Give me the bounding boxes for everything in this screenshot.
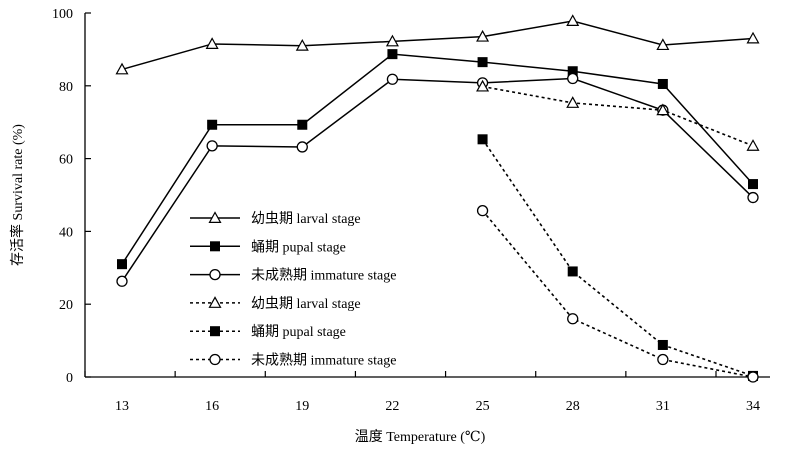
legend-label: 蛹期 pupal stage: [251, 239, 346, 255]
legend-label: 幼虫期 larval stage: [251, 211, 361, 227]
series-3: [116, 72, 759, 287]
data-point: [566, 96, 580, 108]
axes: 0 20 40 60 80 100 13 16 19 22 25 28 31 34: [52, 7, 770, 414]
data-point: [385, 34, 399, 47]
data-point: [746, 139, 760, 151]
data-point: [567, 66, 578, 77]
x-tick-label: 22: [385, 399, 399, 414]
data-point: [657, 78, 668, 89]
x-tick-label: 19: [295, 399, 309, 414]
data-point: [656, 103, 670, 116]
data-point: [476, 79, 490, 92]
series-line: [481, 210, 754, 378]
data-point: [117, 259, 127, 270]
data-point: [386, 73, 399, 85]
series-2: [117, 49, 758, 270]
data-point: [205, 37, 219, 49]
y-axis-label: 存活率 Survival rate (%): [9, 124, 26, 266]
data-point: [116, 275, 128, 287]
legend-marker: [209, 268, 221, 281]
data-point: [657, 353, 669, 366]
data-point: [567, 72, 579, 85]
y-tick-label: 60: [59, 153, 73, 168]
series-line: [481, 138, 754, 377]
x-axis-label: 温度 Temperature (℃): [355, 429, 486, 445]
legend-label: 未成熟期 immature stage: [251, 268, 396, 284]
legend: 幼虫期 larval stage 蛹期 pupal stage 未成熟期 immat…: [190, 211, 396, 369]
series-line: [482, 85, 754, 147]
data-point: [747, 371, 759, 383]
legend-entry: 未成熟期 immature stage: [190, 268, 396, 284]
legend-label: 未成熟期 immature stage: [251, 353, 396, 369]
series-6: [476, 205, 759, 383]
legend-marker: [210, 326, 220, 337]
data-point: [295, 39, 309, 51]
series-1: [115, 14, 760, 75]
legend-marker: [210, 241, 220, 252]
x-tick-label: 16: [205, 399, 219, 414]
data-point: [296, 141, 308, 153]
data-point: [746, 31, 760, 44]
x-tick-label: 34: [746, 399, 760, 414]
y-tick-label: 0: [66, 371, 73, 386]
legend-marker: [208, 211, 222, 223]
data-point: [747, 191, 759, 204]
data-point: [566, 14, 580, 27]
series-4: [476, 79, 760, 151]
data-point: [477, 134, 488, 145]
data-point: [567, 313, 579, 325]
legend-label: 蛹期 pupal stage: [251, 324, 346, 340]
legend-marker: [208, 296, 222, 308]
data-point: [206, 140, 218, 152]
legend-marker: [209, 353, 221, 366]
x-tick-label: 13: [115, 399, 129, 414]
data-point: [115, 62, 129, 75]
data-point: [657, 339, 668, 350]
legend-entry: 蛹期 pupal stage: [190, 324, 346, 340]
legend-entry: 未成熟期 immature stage: [190, 353, 396, 369]
legend-label: 幼虫期 larval stage: [251, 296, 361, 312]
series-line: [121, 77, 754, 282]
series-5: [477, 134, 758, 381]
data-point: [748, 179, 758, 190]
data-point: [476, 29, 490, 42]
y-tick-label: 80: [59, 80, 73, 95]
data-point: [207, 119, 218, 130]
data-point: [476, 205, 489, 217]
legend-entry: 幼虫期 larval stage: [190, 211, 361, 227]
data-point: [297, 119, 308, 130]
y-tick-label: 20: [59, 298, 73, 313]
series-line: [121, 53, 754, 265]
data-point: [477, 57, 488, 68]
y-tick-label: 40: [59, 225, 73, 240]
legend-entry: 幼虫期 larval stage: [190, 296, 361, 312]
y-tick-label: 100: [52, 7, 73, 22]
data-point: [387, 49, 398, 60]
legend-entry: 蛹期 pupal stage: [190, 239, 346, 255]
x-tick-label: 28: [566, 399, 580, 414]
series-layer: [115, 14, 760, 383]
series-line: [121, 20, 754, 71]
data-point: [567, 266, 578, 277]
data-point: [656, 38, 670, 51]
x-tick-label: 25: [476, 399, 490, 414]
x-tick-label: 31: [656, 399, 670, 414]
